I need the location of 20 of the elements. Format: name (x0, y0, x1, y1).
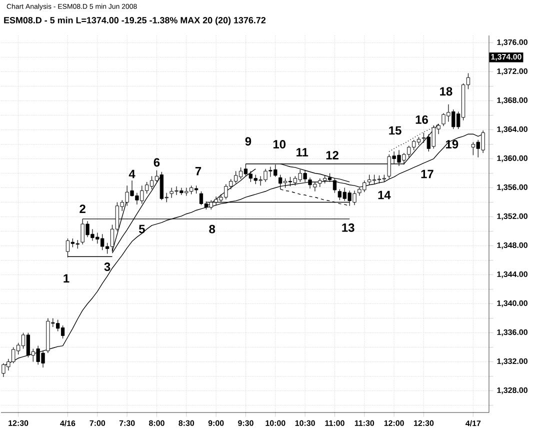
annotation: 16 (416, 115, 428, 124)
annotation: 8 (209, 224, 216, 234)
annotation: 4 (128, 170, 136, 178)
annotation: 12 (326, 150, 338, 160)
annotation: 15 (389, 126, 402, 135)
annotation: 10 (273, 140, 286, 148)
annotation: 3 (104, 262, 110, 272)
annotation: 7 (195, 166, 202, 176)
annotation: 5 (138, 224, 145, 234)
chart-subtitle: ESM08.D - 5 min L=1374.00 -19.25 -1.38% MAX 20 (20) 1376.72 (4, 16, 266, 26)
annotation: 13 (342, 223, 354, 232)
annotation: 14 (378, 190, 391, 200)
annotation: 11 (296, 148, 308, 156)
annotation: 19 (446, 140, 458, 148)
annotation: 17 (421, 170, 434, 178)
annotation: 18 (440, 87, 452, 96)
annotation: 6 (154, 158, 160, 167)
annotation: 2 (80, 204, 86, 213)
annotation: 9 (245, 137, 252, 146)
annotation: 1 (64, 274, 70, 282)
